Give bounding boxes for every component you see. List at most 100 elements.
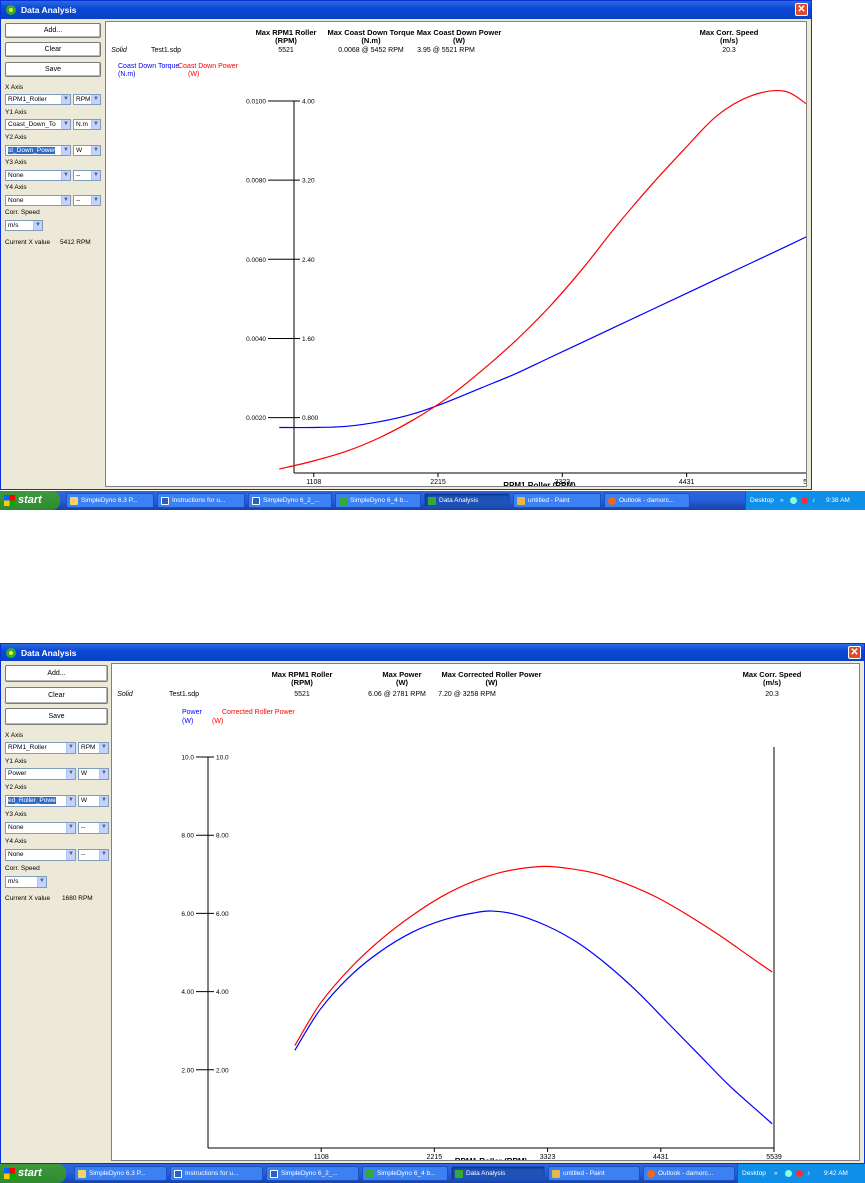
chevron-down-icon: ▼: [61, 146, 70, 155]
col-header-4: Max Corr. Speed (m/s): [742, 670, 802, 687]
x-axis-unit-select[interactable]: RPM ▼: [78, 742, 109, 754]
chevron-icon[interactable]: »: [780, 497, 784, 504]
folder-icon: [70, 497, 78, 505]
chevron-icon[interactable]: »: [774, 1170, 778, 1177]
add-button[interactable]: Add...: [5, 665, 108, 682]
y4-axis-select[interactable]: None ▼: [5, 195, 71, 206]
y1-tick-label: 4.00: [181, 989, 194, 996]
series-line-2: [279, 90, 806, 470]
add-button[interactable]: Add...: [5, 23, 101, 38]
y2-axis-select[interactable]: ed_Roller_Powe ▼: [5, 795, 76, 807]
desktop-label[interactable]: Desktop: [742, 1170, 766, 1177]
y3-axis-select[interactable]: None ▼: [5, 822, 76, 834]
save-button[interactable]: Save: [5, 62, 101, 77]
y2-axis-unit-select[interactable]: W ▼: [78, 795, 109, 807]
col-header-2: Max Power (W): [382, 670, 422, 687]
current-x-value: 5412 RPM: [60, 239, 91, 246]
security-icon[interactable]: [801, 497, 808, 504]
corr-speed-label: Corr. Speed: [5, 865, 40, 872]
y2-axis-unit-select[interactable]: W ▼: [73, 145, 101, 156]
task-item-simpledyno-6-2[interactable]: SimpleDyno 6_2_...: [248, 493, 332, 508]
task-item-simpledyno-6-3[interactable]: SimpleDyno 6.3 P...: [74, 1166, 167, 1181]
task-item-instructions[interactable]: Instructions for u...: [157, 493, 245, 508]
y4-axis-unit-select[interactable]: -- ▼: [73, 195, 101, 206]
chart-1[interactable]: 1108 2215 3323 4431 5539 RPM1 Roller (RPM) 0.0…: [106, 56, 806, 486]
network-icon[interactable]: [785, 1170, 792, 1177]
y4-axis-value: None: [8, 197, 24, 204]
y1-axis-select[interactable]: Coast_Down_To ▼: [5, 119, 71, 130]
task-item-data-analysis[interactable]: Data Analysis: [424, 493, 510, 508]
x-axis-title: RPM1 Roller (RPM): [455, 1157, 528, 1160]
y2-unit-label: (W): [212, 718, 223, 725]
y1-axis-label: Y1 Axis: [5, 758, 27, 765]
corr-speed-select[interactable]: m/s ▼: [5, 876, 47, 888]
y1-tick-label: 6.00: [181, 911, 194, 918]
title-bar[interactable]: Data Analysis ✕: [1, 644, 864, 661]
x-axis-select[interactable]: RPM1_Roller ▼: [5, 742, 76, 754]
y2-axis-select[interactable]: st_Down_Power ▼: [5, 145, 71, 156]
y2-axis-label: Y2 Axis: [5, 784, 27, 791]
y3-axis-value: None: [8, 172, 24, 179]
y3-axis-unit-select[interactable]: -- ▼: [78, 822, 109, 834]
clock[interactable]: 9:38 AM: [826, 497, 850, 504]
chevron-down-icon: ▼: [91, 120, 100, 129]
app-icon: [5, 647, 17, 659]
task-item-paint[interactable]: untitled - Paint: [548, 1166, 640, 1181]
chevron-down-icon: ▼: [99, 743, 108, 753]
close-button[interactable]: ✕: [848, 646, 861, 659]
start-label: start: [18, 1167, 42, 1179]
title-bar[interactable]: Data Analysis ✕: [1, 1, 811, 19]
taskbar-2: start SimpleDyno 6.3 P... Instructions f…: [0, 1164, 865, 1183]
task-item-simpledyno-6-4[interactable]: SimpleDyno 6_4 b...: [335, 493, 421, 508]
volume-icon[interactable]: ♪: [812, 497, 816, 504]
col-value-4: 20.3: [722, 47, 736, 54]
start-button[interactable]: start: [0, 1164, 66, 1183]
chevron-down-icon: ▼: [99, 769, 108, 779]
y1-axis-select[interactable]: Power ▼: [5, 768, 76, 780]
close-icon: ✕: [797, 4, 806, 15]
y4-axis-select[interactable]: None ▼: [5, 849, 76, 861]
start-button[interactable]: start: [0, 491, 60, 510]
sidebar: Add... Clear Save X Axis RPM1_Roller ▼ RP…: [2, 20, 104, 489]
volume-icon[interactable]: ♪: [807, 1170, 811, 1177]
desktop-label[interactable]: Desktop: [750, 497, 774, 504]
firefox-icon: [608, 497, 616, 505]
task-item-outlook[interactable]: Outlook - damorc...: [604, 493, 690, 508]
y2-tick-label: 6.00: [216, 911, 229, 918]
y4-axis-unit-select[interactable]: -- ▼: [78, 849, 109, 861]
y1-tick-label: 0.0100: [246, 99, 266, 106]
task-item-data-analysis[interactable]: Data Analysis: [451, 1166, 545, 1181]
chart-2[interactable]: 1108 2215 3323 4431 5539 RPM1 Roller (RPM) 2.0…: [112, 700, 859, 1160]
window-title: Data Analysis: [21, 647, 77, 658]
y4-axis-unit: --: [81, 851, 86, 858]
task-item-outlook[interactable]: Outlook - damorc...: [643, 1166, 735, 1181]
x-axis-unit-select[interactable]: RPM ▼: [73, 94, 101, 105]
x-axis-select[interactable]: RPM1_Roller ▼: [5, 94, 71, 105]
task-item-paint[interactable]: untitled - Paint: [513, 493, 601, 508]
y4-axis-label: Y4 Axis: [5, 838, 27, 845]
y3-axis-select[interactable]: None ▼: [5, 170, 71, 181]
file-value: Test1.sdp: [151, 47, 181, 54]
corr-speed-select[interactable]: m/s ▼: [5, 220, 43, 231]
save-button[interactable]: Save: [5, 708, 108, 725]
series-line-1: [279, 236, 806, 429]
security-icon[interactable]: [796, 1170, 803, 1177]
y1-axis-unit-select[interactable]: N.m ▼: [73, 119, 101, 130]
task-item-simpledyno-6-3[interactable]: SimpleDyno 6.3 P...: [66, 493, 154, 508]
col-header-1: Max RPM1 Roller (RPM): [255, 28, 317, 45]
clear-button[interactable]: Clear: [5, 42, 101, 57]
start-label: start: [18, 494, 42, 506]
close-button[interactable]: ✕: [795, 3, 808, 16]
y1-axis-unit-select[interactable]: W ▼: [78, 768, 109, 780]
task-item-instructions[interactable]: Instructions for u...: [170, 1166, 263, 1181]
network-icon[interactable]: [790, 497, 797, 504]
chevron-down-icon: ▼: [99, 796, 108, 806]
clock[interactable]: 9:42 AM: [824, 1170, 848, 1177]
task-item-simpledyno-6-2[interactable]: SimpleDyno 6_2_...: [266, 1166, 359, 1181]
y3-axis-unit-select[interactable]: -- ▼: [73, 170, 101, 181]
clear-button[interactable]: Clear: [5, 687, 108, 704]
chevron-down-icon: ▼: [66, 850, 75, 860]
task-item-simpledyno-6-4[interactable]: SimpleDyno 6_4 b...: [362, 1166, 448, 1181]
x-axis-title: RPM1 Roller (RPM): [503, 481, 576, 486]
x-tick-label: 4431: [653, 1154, 669, 1160]
